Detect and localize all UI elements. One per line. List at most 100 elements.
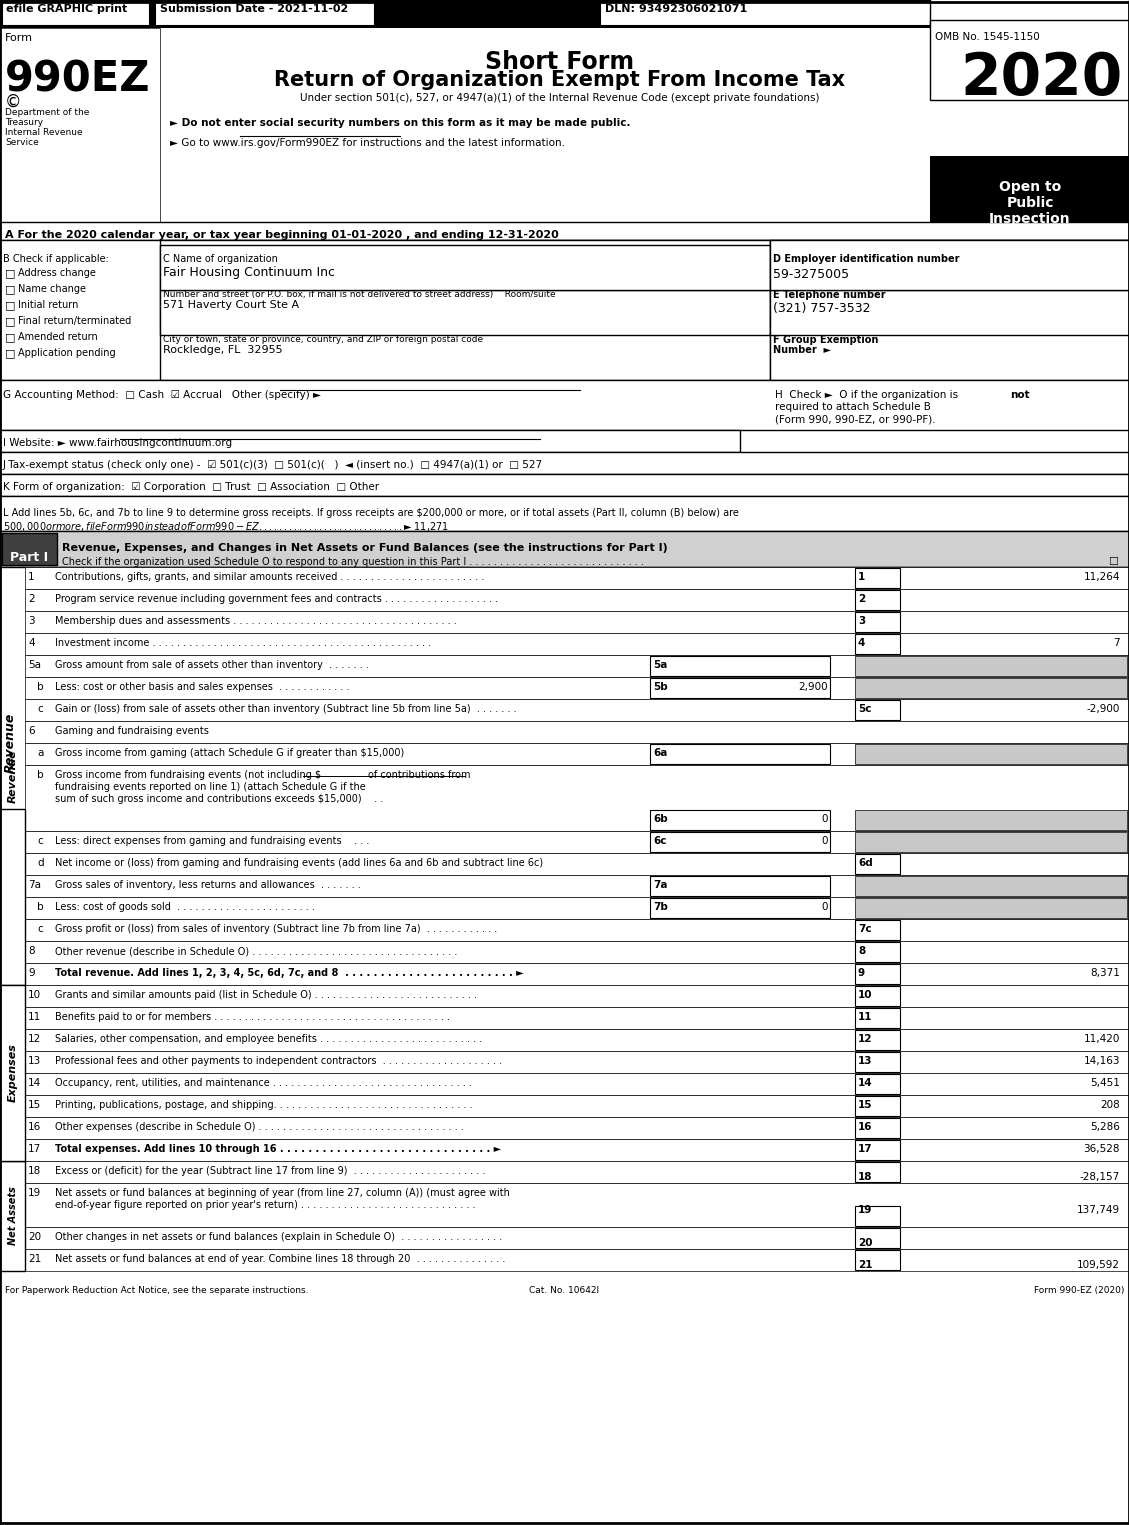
Text: 990EZ: 990EZ: [5, 58, 150, 101]
Bar: [25, 612, 1129, 633]
Text: 3: 3: [858, 616, 865, 625]
Text: c: c: [37, 836, 43, 846]
Text: C Name of organization: C Name of organization: [163, 255, 278, 264]
Text: 4: 4: [858, 637, 865, 648]
Bar: [25, 1095, 1129, 1116]
Bar: [855, 590, 900, 610]
Text: Total revenue. Add lines 1, 2, 3, 4, 5c, 6d, 7c, and 8  . . . . . . . . . . . . : Total revenue. Add lines 1, 2, 3, 4, 5c,…: [55, 968, 524, 978]
Text: 5c: 5c: [858, 705, 872, 714]
Bar: [160, 246, 770, 290]
Text: A For the 2020 calendar year, or tax year beginning 01-01-2020 , and ending 12-3: A For the 2020 calendar year, or tax yea…: [5, 230, 559, 239]
Text: Other revenue (describe in Schedule O) . . . . . . . . . . . . . . . . . . . . .: Other revenue (describe in Schedule O) .…: [55, 946, 457, 956]
Text: 6: 6: [28, 726, 35, 737]
Text: Revenue: Revenue: [3, 712, 17, 773]
Bar: [25, 831, 1129, 852]
Text: Rockledge, FL  32955: Rockledge, FL 32955: [163, 345, 282, 355]
Text: ☐: ☐: [1108, 557, 1118, 567]
Text: 8,371: 8,371: [1091, 968, 1120, 978]
Bar: [855, 898, 1127, 918]
Text: 10: 10: [858, 990, 873, 1000]
Text: DLN: 93492306021071: DLN: 93492306021071: [605, 5, 747, 14]
Text: 11,420: 11,420: [1084, 1034, 1120, 1045]
Bar: [2, 2, 150, 26]
Bar: [855, 656, 1127, 676]
Bar: [650, 898, 830, 918]
Bar: [855, 1228, 900, 1247]
Bar: [855, 612, 900, 631]
Text: 10: 10: [28, 990, 41, 1000]
Text: Grants and similar amounts paid (list in Schedule O) . . . . . . . . . . . . . .: Grants and similar amounts paid (list in…: [55, 990, 476, 1000]
Text: Open to
Public
Inspection: Open to Public Inspection: [989, 180, 1070, 226]
Text: $500,000 or more, file Form 990 instead of Form 990-EZ . . . . . . . . . . . . .: $500,000 or more, file Form 990 instead …: [3, 520, 448, 534]
Text: Net assets or fund balances at beginning of year (from line 27, column (A)) (mus: Net assets or fund balances at beginning…: [55, 1188, 510, 1199]
Bar: [25, 875, 1129, 897]
Bar: [770, 290, 1129, 336]
Text: 2: 2: [28, 595, 35, 604]
Bar: [25, 656, 1129, 677]
Bar: [855, 875, 1127, 897]
Text: Initial return: Initial return: [18, 300, 78, 310]
Text: 5a: 5a: [28, 660, 41, 669]
Text: Short Form: Short Form: [485, 50, 634, 75]
Text: Gaming and fundraising events: Gaming and fundraising events: [55, 726, 209, 737]
Text: Gross income from fundraising events (not including $               of contribut: Gross income from fundraising events (no…: [55, 770, 471, 779]
Text: Investment income . . . . . . . . . . . . . . . . . . . . . . . . . . . . . . . : Investment income . . . . . . . . . . . …: [55, 637, 431, 648]
Text: Gross income from gaming (attach Schedule G if greater than $15,000): Gross income from gaming (attach Schedul…: [55, 747, 404, 758]
Text: b: b: [37, 682, 44, 692]
Text: 9: 9: [28, 968, 35, 978]
Text: Less: cost of goods sold  . . . . . . . . . . . . . . . . . . . . . . .: Less: cost of goods sold . . . . . . . .…: [55, 901, 315, 912]
Bar: [25, 852, 1129, 875]
Text: 1: 1: [858, 572, 865, 583]
Bar: [25, 1006, 1129, 1029]
Text: Service: Service: [5, 137, 38, 146]
Text: c: c: [37, 705, 43, 714]
Text: Revenue, Expenses, and Changes in Net Assets or Fund Balances (see the instructi: Revenue, Expenses, and Changes in Net As…: [62, 543, 667, 554]
Text: 13: 13: [858, 1055, 873, 1066]
Text: -28,157: -28,157: [1079, 1173, 1120, 1182]
Text: 7a: 7a: [28, 880, 41, 891]
Text: 6a: 6a: [653, 747, 667, 758]
Bar: [0, 380, 1129, 430]
Bar: [0, 223, 1129, 239]
Text: -2,900: -2,900: [1086, 705, 1120, 714]
Bar: [855, 700, 900, 720]
Text: Gross amount from sale of assets other than inventory  . . . . . . .: Gross amount from sale of assets other t…: [55, 660, 369, 669]
Bar: [0, 239, 1129, 380]
Bar: [0, 567, 1129, 920]
Text: Revenue: Revenue: [8, 749, 18, 802]
Text: Address change: Address change: [18, 268, 96, 278]
Text: H  Check ►  O if the organization is: H Check ► O if the organization is: [774, 390, 962, 400]
Text: Gross sales of inventory, less returns and allowances  . . . . . . .: Gross sales of inventory, less returns a…: [55, 880, 361, 891]
Bar: [155, 2, 375, 26]
Text: Occupancy, rent, utilities, and maintenance . . . . . . . . . . . . . . . . . . : Occupancy, rent, utilities, and maintena…: [55, 1078, 472, 1087]
Text: Department of the: Department of the: [5, 108, 89, 117]
Text: (321) 757-3532: (321) 757-3532: [773, 302, 870, 316]
Text: (Form 990, 990-EZ, or 990-PF).: (Form 990, 990-EZ, or 990-PF).: [774, 413, 936, 424]
Text: 19: 19: [28, 1188, 42, 1199]
Bar: [25, 1228, 1129, 1249]
Bar: [855, 833, 1127, 852]
Text: 20: 20: [28, 1232, 41, 1241]
Bar: [25, 633, 1129, 656]
Bar: [25, 721, 1129, 743]
Bar: [0, 430, 739, 451]
Bar: [0, 474, 1129, 496]
Bar: [855, 1029, 900, 1051]
Text: Gross profit or (loss) from sales of inventory (Subtract line 7b from line 7a)  : Gross profit or (loss) from sales of inv…: [55, 924, 497, 933]
Text: Under section 501(c), 527, or 4947(a)(1) of the Internal Revenue Code (except pr: Under section 501(c), 527, or 4947(a)(1)…: [300, 93, 820, 104]
Bar: [25, 743, 1129, 766]
Bar: [25, 920, 1129, 941]
Text: B Check if applicable:: B Check if applicable:: [3, 255, 108, 264]
Text: 6b: 6b: [653, 814, 667, 824]
Bar: [855, 854, 900, 874]
Text: c: c: [37, 924, 43, 933]
Text: 17: 17: [28, 1144, 42, 1154]
Text: 5,451: 5,451: [1091, 1078, 1120, 1087]
Text: Application pending: Application pending: [18, 348, 115, 358]
Text: Final return/terminated: Final return/terminated: [18, 316, 131, 326]
Text: Printing, publications, postage, and shipping. . . . . . . . . . . . . . . . . .: Printing, publications, postage, and shi…: [55, 1100, 473, 1110]
Text: 16: 16: [28, 1122, 42, 1132]
Text: Internal Revenue: Internal Revenue: [5, 128, 82, 137]
Bar: [855, 1250, 900, 1270]
Text: 109,592: 109,592: [1077, 1260, 1120, 1270]
